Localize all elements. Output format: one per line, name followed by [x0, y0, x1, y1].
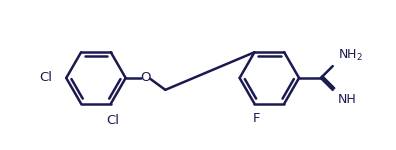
Text: O: O — [140, 71, 151, 84]
Text: Cl: Cl — [39, 71, 52, 84]
Text: Cl: Cl — [106, 114, 119, 127]
Text: NH$_2$: NH$_2$ — [338, 48, 363, 63]
Text: NH: NH — [338, 93, 356, 106]
Text: F: F — [253, 112, 260, 125]
